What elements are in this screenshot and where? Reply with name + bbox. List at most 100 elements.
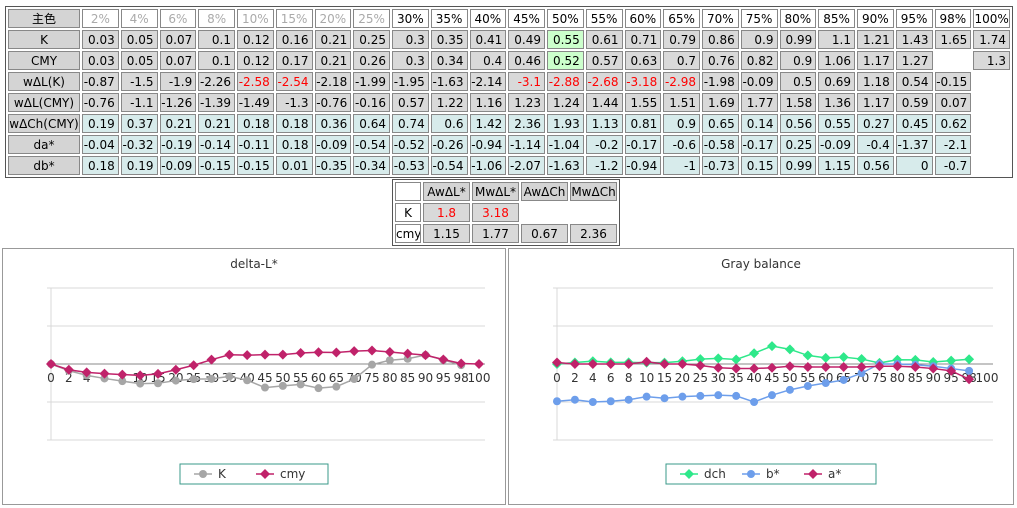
row-label: MwΔL*	[472, 182, 519, 201]
marker	[313, 347, 324, 358]
data-cell: 1.15	[423, 224, 470, 243]
data-cell: -0.6	[663, 135, 700, 154]
data-cell: 1.21	[857, 30, 894, 49]
series-line	[556, 345, 970, 365]
data-cell: 1.74	[973, 30, 1010, 49]
marker	[623, 359, 634, 369]
data-cell: -1.06	[469, 156, 507, 175]
data-cell: -0.16	[353, 93, 390, 112]
marker	[438, 354, 449, 365]
data-cell: 0.26	[353, 51, 390, 70]
marker	[714, 391, 723, 400]
data-cell: -0.04	[82, 135, 119, 154]
header-cell: 85%	[818, 9, 855, 28]
marker	[660, 394, 669, 403]
marker	[767, 362, 777, 373]
marker	[260, 469, 270, 479]
marker	[278, 381, 287, 390]
legend-label: dch	[704, 467, 726, 481]
data-cell: 0.21	[198, 114, 235, 133]
data-cell: 0.62	[934, 114, 972, 133]
marker	[713, 362, 724, 373]
legend-box	[665, 463, 877, 485]
marker	[731, 354, 742, 365]
table-row: CMY 0.03 0.05 0.07 0.1 0.12 0.17 0.21 0.26 0.3 0.3…	[8, 51, 1010, 70]
data-cell: -0.15	[237, 156, 274, 175]
marker	[928, 363, 939, 374]
marker	[170, 364, 181, 375]
data-cell: 0.59	[895, 93, 933, 112]
data-cell: -1.14	[508, 135, 545, 154]
marker	[118, 377, 127, 386]
data-cell: 1.77	[472, 224, 519, 243]
header-cell: 60%	[624, 9, 662, 28]
data-cell: 0.63	[624, 51, 662, 70]
data-cell: 0.57	[585, 51, 623, 70]
x-tick-label: 20	[675, 371, 690, 385]
data-cell: -0.17	[740, 135, 778, 154]
marker	[803, 382, 812, 391]
marker	[135, 370, 146, 381]
marker	[808, 469, 818, 479]
data-cell: 1.17	[857, 93, 894, 112]
data-cell: -0.11	[237, 135, 274, 154]
marker	[81, 367, 92, 378]
marker	[659, 359, 670, 369]
data-cell: -0.2	[585, 135, 623, 154]
data-cell: 0.07	[159, 51, 197, 70]
x-tick-label: 50	[782, 371, 797, 385]
data-cell: -0.76	[82, 93, 119, 112]
data-cell: 0.07	[934, 93, 972, 112]
marker	[838, 362, 849, 373]
legend-label: cmy	[280, 467, 305, 481]
data-cell: -1.9	[159, 72, 197, 91]
data-cell: -2.26	[198, 72, 235, 91]
data-cell: 0.03	[82, 30, 119, 49]
x-tick-label: 60	[818, 371, 833, 385]
marker	[331, 347, 342, 358]
marker	[785, 385, 794, 394]
marker	[188, 360, 199, 371]
header-cell: K	[395, 203, 421, 222]
x-tick-label: 0	[47, 371, 55, 385]
marker	[587, 359, 598, 369]
x-tick-label: 65	[329, 371, 344, 385]
marker	[856, 354, 867, 365]
table-row: cmy 1.15 1.77 0.67 2.36	[395, 224, 617, 243]
row-label: db*	[8, 156, 80, 175]
data-cell: -0.09	[314, 135, 352, 154]
data-cell: 0.56	[779, 114, 817, 133]
x-tick-label: 2	[571, 371, 579, 385]
marker	[678, 392, 687, 401]
x-tick-label: 85	[908, 371, 923, 385]
data-cell: 0.9	[740, 30, 778, 49]
data-cell: 1.13	[585, 114, 623, 133]
data-cell: 1.43	[895, 30, 933, 49]
data-cell: 0.12	[237, 51, 274, 70]
data-cell: 1.55	[624, 93, 662, 112]
table-row: wΔCh(CMY) 0.19 0.37 0.21 0.21 0.18 0.18 0.36 0.6…	[8, 114, 1010, 133]
data-cell	[973, 156, 1010, 175]
data-cell: 0.37	[120, 114, 158, 133]
header-cell: 10%	[237, 9, 274, 28]
marker	[946, 355, 957, 366]
data-cell: -1.04	[547, 135, 584, 154]
data-cell: 0.69	[818, 72, 855, 91]
data-cell: 0.25	[779, 135, 817, 154]
marker	[189, 375, 198, 384]
data-cell	[521, 203, 568, 222]
data-cell: -0.35	[314, 156, 352, 175]
marker	[802, 362, 813, 373]
data-cell: 2.36	[570, 224, 617, 243]
marker	[570, 395, 579, 404]
marker	[63, 364, 74, 375]
marker	[731, 363, 742, 374]
data-cell: 1.06	[818, 51, 855, 70]
data-cell: 1.18	[857, 72, 894, 91]
header-cell: cmy	[395, 224, 421, 243]
data-cell: 0.99	[779, 156, 817, 175]
data-cell: -1	[663, 156, 700, 175]
data-cell: 1.51	[663, 93, 700, 112]
header-cell: 70%	[702, 9, 739, 28]
